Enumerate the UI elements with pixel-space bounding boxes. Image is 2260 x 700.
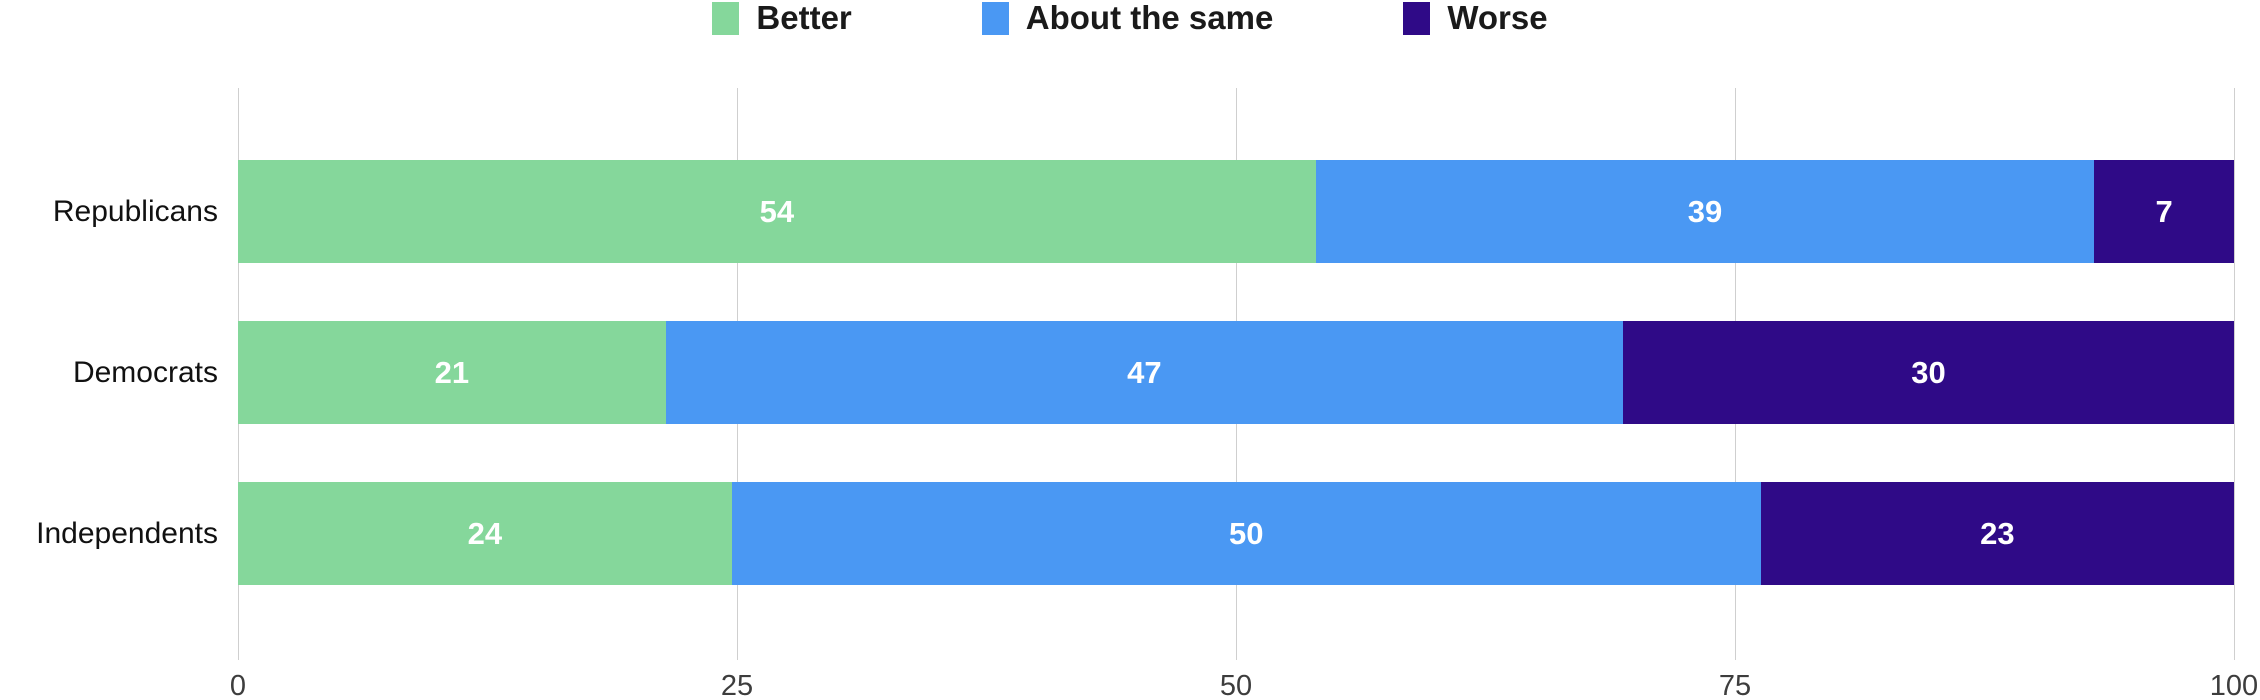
bar-segment: 30 <box>1622 321 2234 424</box>
bar-segment: 21 <box>238 321 666 424</box>
bar-segment: 54 <box>238 160 1316 263</box>
bar-value-label: 54 <box>759 194 795 229</box>
plot-area: 0 25 50 75 100 Republicans 54 39 7 Democrats 21 47 3… <box>36 88 2258 700</box>
bar-value-label: 39 <box>1687 194 1723 229</box>
x-tick-label: 0 <box>229 670 247 700</box>
legend-swatch-icon <box>981 1 1009 35</box>
bar-segment: 7 <box>2094 160 2234 263</box>
legend-item: Better <box>712 0 852 36</box>
category-label: Independents <box>36 516 218 550</box>
legend-label: Worse <box>1447 0 1548 36</box>
legend-swatch-icon <box>712 1 740 35</box>
bar-value-label: 47 <box>1127 355 1162 390</box>
legend-label: About the same <box>1025 0 1274 36</box>
gridline <box>2234 88 2235 660</box>
category-label: Republicans <box>52 194 218 228</box>
bar-value-label: 50 <box>1229 516 1264 551</box>
bar-value-label: 21 <box>434 355 470 390</box>
legend-label: Better <box>756 0 852 36</box>
bar-segment: 23 <box>1760 482 2234 585</box>
bar-segment: 24 <box>238 482 732 585</box>
bar-row: Independents 24 50 23 <box>36 482 2234 585</box>
bar-segment: 47 <box>665 321 1623 424</box>
legend-swatch-icon <box>1403 1 1431 35</box>
bar-segment: 50 <box>731 482 1761 585</box>
legend: Better About the same Worse <box>0 0 2260 36</box>
bar-row: Democrats 21 47 30 <box>73 321 2234 424</box>
bar-row: Republicans 54 39 7 <box>53 160 2234 263</box>
x-tick-label: 100 <box>2209 670 2259 700</box>
x-tick-label: 75 <box>1718 670 1752 700</box>
bar-segment: 39 <box>1315 160 2095 263</box>
legend-item: About the same <box>981 0 1274 36</box>
bar-value-label: 7 <box>2155 194 2173 229</box>
category-label: Democrats <box>72 355 218 389</box>
x-tick-label: 50 <box>1219 670 1253 700</box>
bar-value-label: 30 <box>1911 355 1946 390</box>
bar-value-label: 23 <box>1980 516 2015 551</box>
x-tick-label: 25 <box>720 670 754 700</box>
legend-item: Worse <box>1403 0 1548 36</box>
bar-value-label: 24 <box>467 516 503 551</box>
